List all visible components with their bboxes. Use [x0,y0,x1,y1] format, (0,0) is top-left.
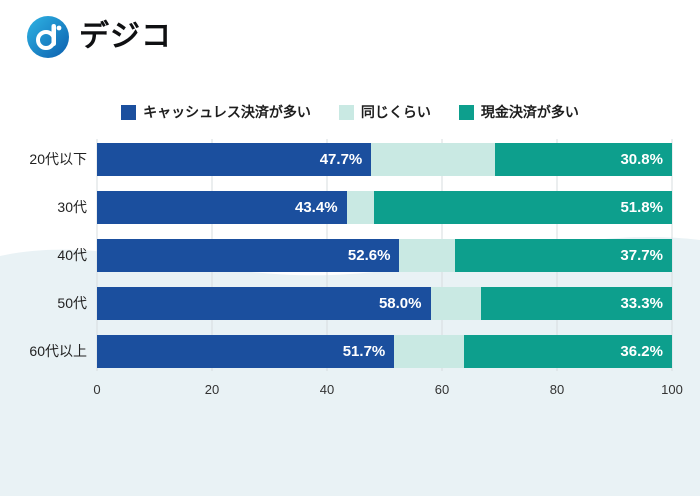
x-tick-label: 40 [319,382,335,397]
legend-swatch [338,104,354,120]
x-tick-label: 100 [661,382,683,397]
chart-row: 40代 52.6% 37.7% [0,231,700,279]
category-label: 40代 [57,247,87,263]
value-label: 36.2% [620,342,663,360]
value-label: 37.7% [620,246,663,264]
legend-item: キャッシュレス決済が多い [121,102,311,122]
header: デジコ [26,15,172,59]
bar-segment [394,334,464,368]
chart-row: 50代 58.0% 33.3% [0,279,700,327]
bar-segment [430,286,481,320]
stacked-bar: 51.7% 36.2% [97,334,672,368]
value-label: 47.7% [319,150,363,168]
category-label: 60代以上 [29,343,87,359]
x-tick-label: 60 [434,382,450,397]
legend-swatch [458,104,474,120]
stacked-bar-chart: キャッシュレス決済が多い 同じくらい 現金決済が多い 20代以下 47.7% 30.8%… [0,102,700,401]
legend-item: 現金決済が多い [458,102,579,122]
chart-row: 20代以下 47.7% 30.8% [0,135,700,183]
x-tick-label: 0 [93,382,101,397]
legend-item: 同じくらい [338,102,431,122]
value-label: 43.4% [295,198,338,216]
value-label: 52.6% [347,246,391,264]
bar-segment: 36.2% [463,334,672,368]
chart-rows: 20代以下 47.7% 30.8% 30代 43.4% 51.8% 40代 52.6% 37.7… [0,135,700,375]
chart-row: 30代 43.4% 51.8% [0,183,700,231]
bar-segment: 52.6% [97,238,400,272]
bar-segment: 43.4% [97,190,347,224]
legend-label: キャッシュレス決済が多い [143,104,311,120]
value-label: 51.7% [342,342,386,360]
chart-row: 60代以上 51.7% 36.2% [0,327,700,375]
x-tick-label: 20 [204,382,220,397]
plot-area: 20代以下 47.7% 30.8% 30代 43.4% 51.8% 40代 52.6% 37.7… [0,135,700,375]
bar-segment [371,142,495,176]
legend-swatch [121,104,137,120]
bar-segment [346,190,375,224]
bar-segment: 47.7% [97,142,372,176]
brand-name: デジコ [79,20,172,53]
x-tick-label: 80 [549,382,565,397]
legend-label: 同じくらい [360,104,431,120]
bar-segment: 33.3% [480,286,672,320]
legend-label: 現金決済が多い [480,104,579,120]
stacked-bar: 47.7% 30.8% [97,142,672,176]
value-label: 33.3% [620,294,663,312]
value-label: 58.0% [378,294,422,312]
bar-segment [399,238,456,272]
category-label: 30代 [57,199,87,215]
x-axis: 0 20 40 60 80 100 [93,375,682,401]
gridline [671,139,673,371]
stacked-bar: 43.4% 51.8% [97,190,672,224]
category-label: 20代以下 [29,151,87,167]
value-label: 51.8% [620,198,663,216]
bar-segment: 30.8% [494,142,672,176]
bar-segment: 51.7% [97,334,395,368]
bar-segment: 51.8% [374,190,672,224]
digico-d-icon [26,15,70,59]
value-label: 30.8% [620,150,663,168]
stacked-bar: 52.6% 37.7% [97,238,672,272]
bar-segment: 37.7% [455,238,672,272]
category-label: 50代 [57,295,87,311]
bar-segment: 58.0% [97,286,431,320]
legend: キャッシュレス決済が多い 同じくらい 現金決済が多い [0,102,700,122]
stacked-bar: 58.0% 33.3% [97,286,672,320]
